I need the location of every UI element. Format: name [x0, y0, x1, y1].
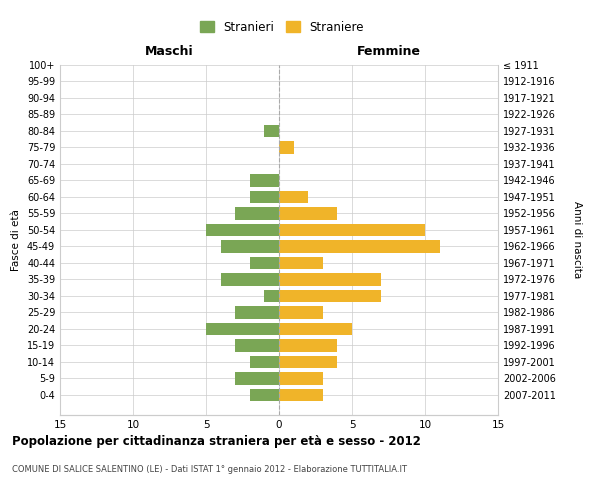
Text: COMUNE DI SALICE SALENTINO (LE) - Dati ISTAT 1° gennaio 2012 - Elaborazione TUTT: COMUNE DI SALICE SALENTINO (LE) - Dati I… [12, 465, 407, 474]
Bar [279, 340, 337, 351]
Bar [279, 323, 352, 335]
Bar [279, 257, 323, 269]
Bar [235, 340, 279, 351]
Bar [279, 208, 337, 220]
Bar [279, 191, 308, 203]
Text: Maschi: Maschi [145, 46, 194, 59]
Bar [279, 389, 323, 401]
Bar [221, 274, 279, 285]
Legend: Stranieri, Straniere: Stranieri, Straniere [195, 16, 369, 38]
Y-axis label: Fasce di età: Fasce di età [11, 209, 21, 271]
Y-axis label: Anni di nascita: Anni di nascita [572, 202, 583, 278]
Bar [206, 224, 279, 236]
Bar [279, 356, 337, 368]
Bar [206, 323, 279, 335]
Bar [250, 174, 279, 186]
Bar [279, 372, 323, 384]
Bar [235, 372, 279, 384]
Bar [265, 290, 279, 302]
Bar [279, 274, 381, 285]
Bar [279, 142, 293, 154]
Bar [250, 191, 279, 203]
Bar [279, 290, 381, 302]
Text: Femmine: Femmine [356, 46, 421, 59]
Bar [250, 257, 279, 269]
Bar [250, 389, 279, 401]
Bar [265, 125, 279, 137]
Text: Popolazione per cittadinanza straniera per età e sesso - 2012: Popolazione per cittadinanza straniera p… [12, 435, 421, 448]
Bar [235, 306, 279, 318]
Bar [279, 240, 440, 252]
Bar [279, 224, 425, 236]
Bar [221, 240, 279, 252]
Bar [235, 208, 279, 220]
Bar [250, 356, 279, 368]
Bar [279, 306, 323, 318]
